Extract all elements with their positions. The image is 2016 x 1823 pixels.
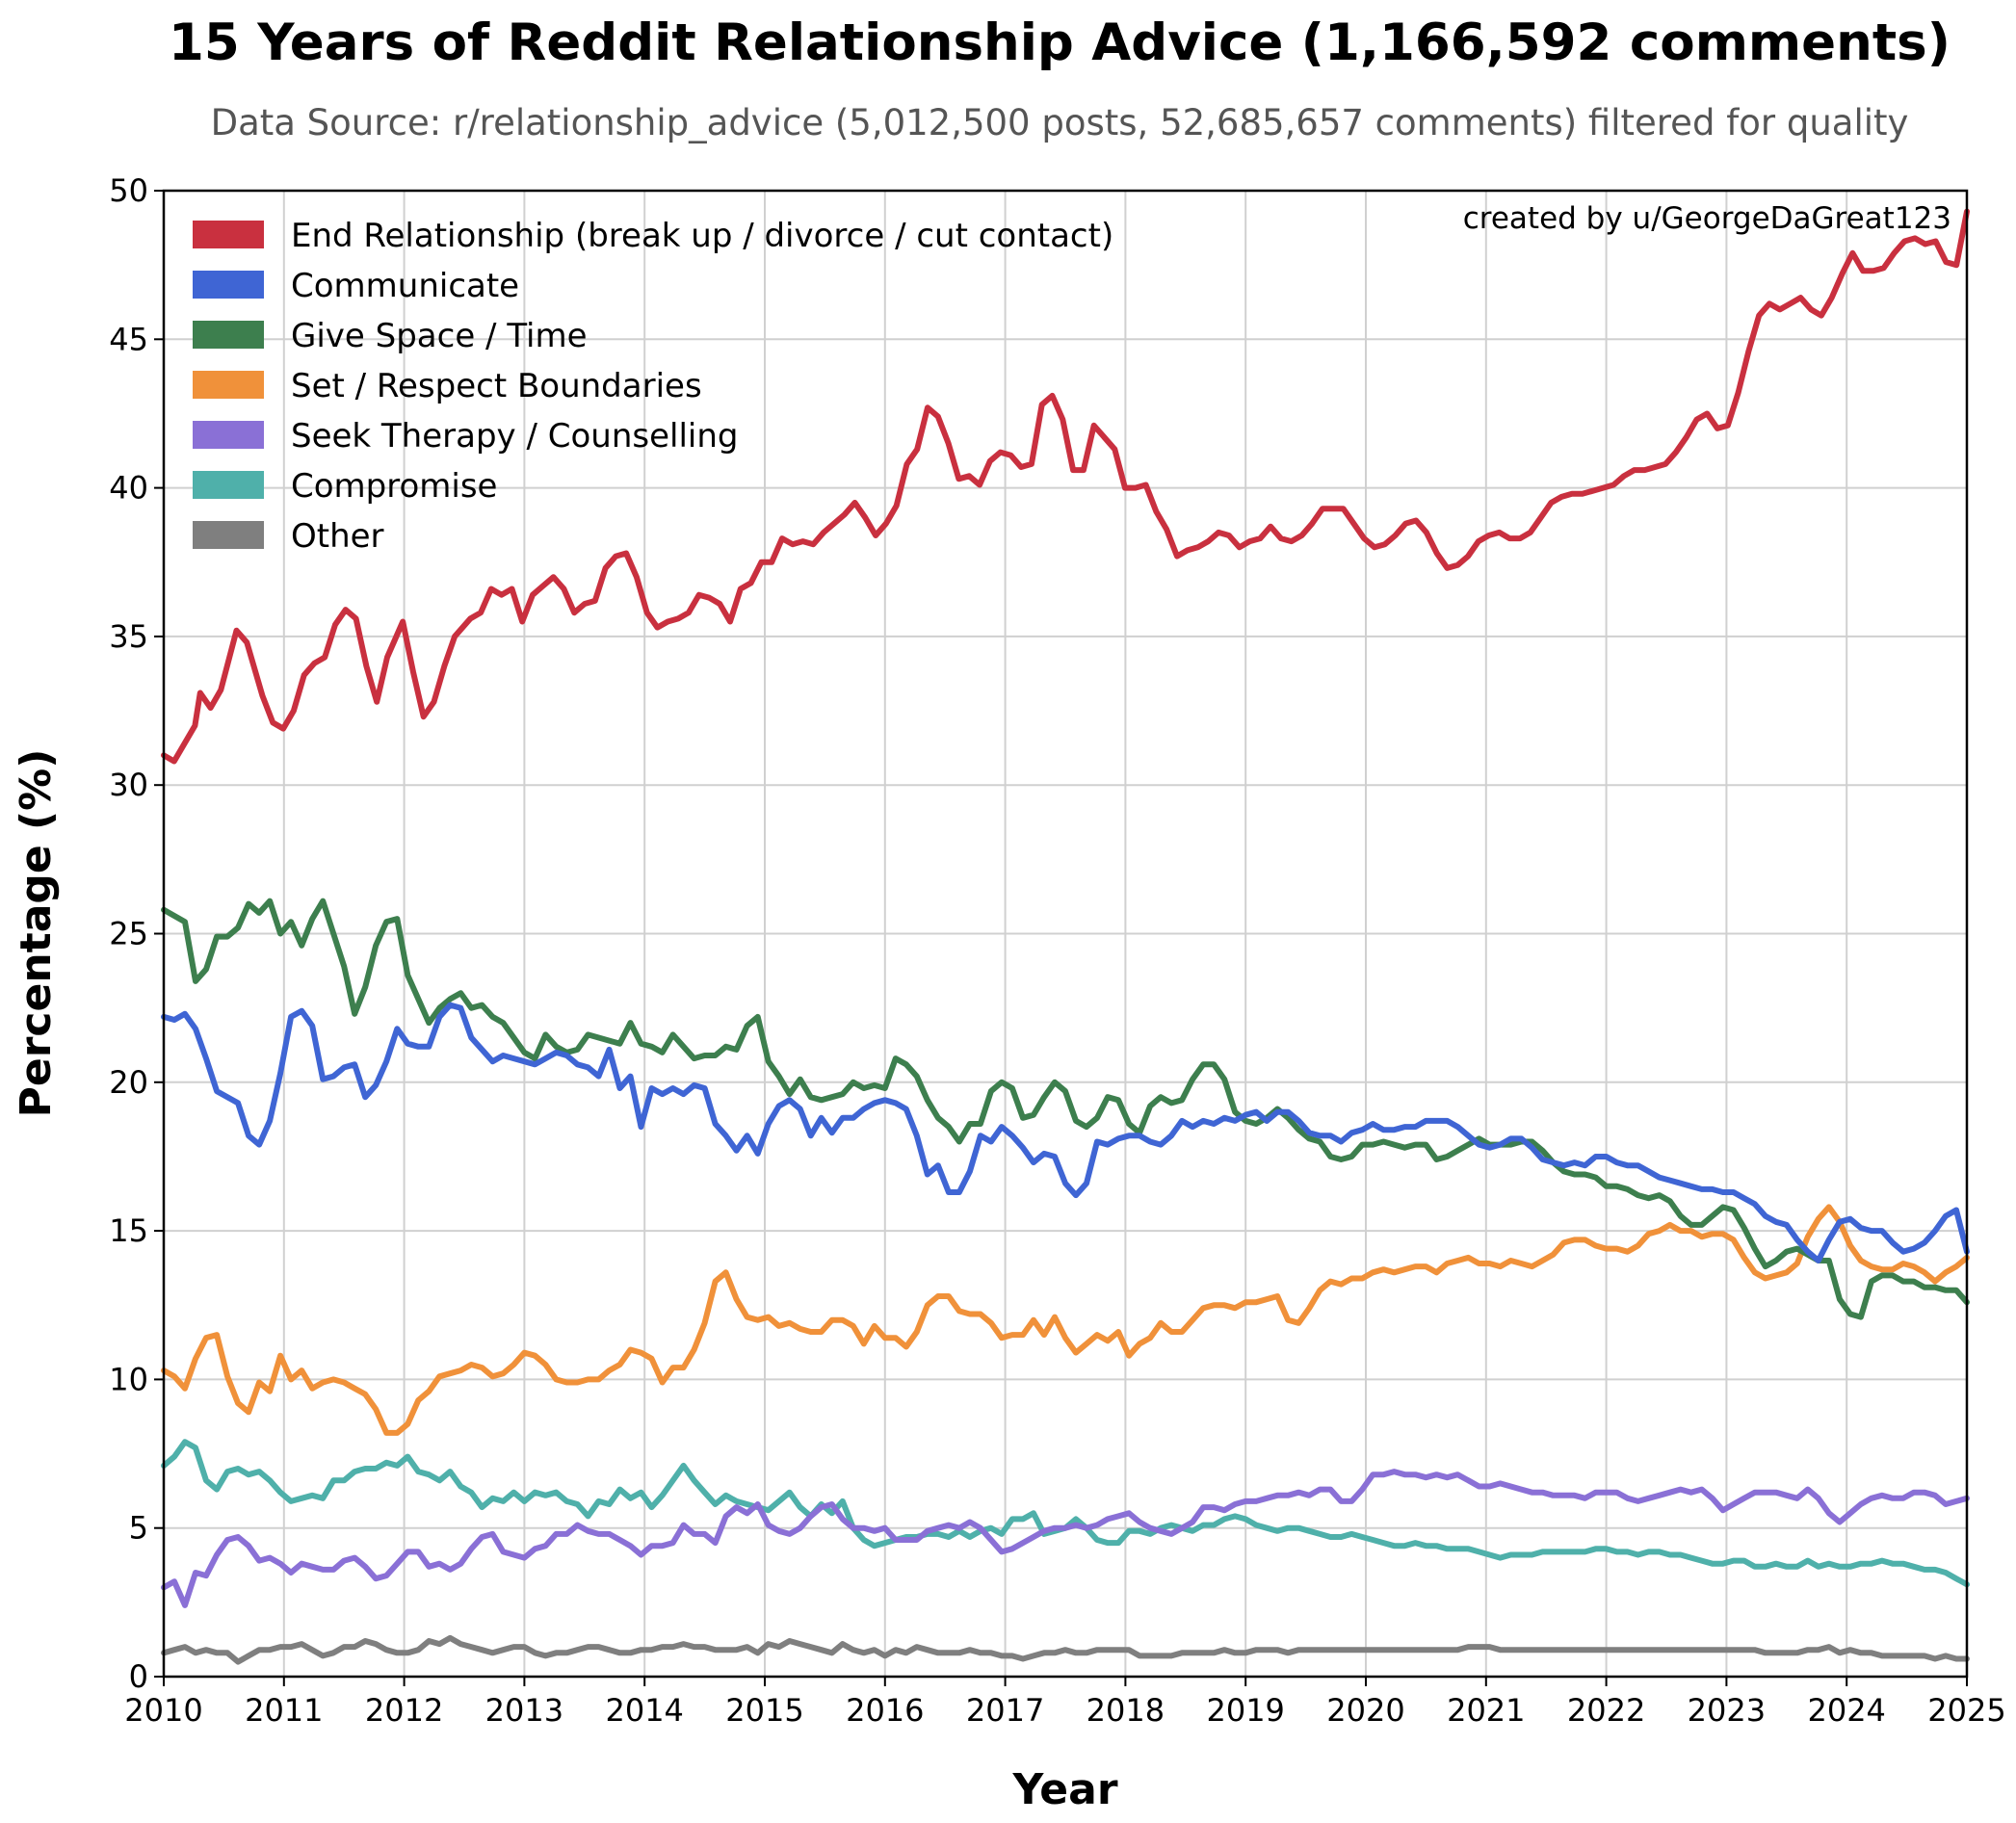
y-axis-title: Percentage (%) [12, 749, 61, 1118]
x-tick-label: 2013 [485, 1692, 563, 1729]
legend-swatch-communicate [193, 271, 264, 299]
y-tick-label: 30 [109, 767, 148, 803]
x-tick-label: 2016 [846, 1692, 924, 1729]
credit-annotation: created by u/GeorgeDaGreat123 [1463, 201, 1951, 236]
y-tick-label: 20 [109, 1064, 148, 1101]
legend-swatch-end-relationship [193, 221, 264, 248]
series-lines [161, 208, 1970, 1665]
legend: End Relationship (break up / divorce / c… [193, 217, 1113, 556]
x-tick-label: 2017 [966, 1692, 1044, 1729]
legend-label-seek-therapy: Seek Therapy / Counselling [291, 417, 738, 456]
y-tick-label: 35 [109, 618, 148, 655]
x-tick-label: 2023 [1688, 1692, 1766, 1729]
x-tick-label: 2021 [1447, 1692, 1525, 1729]
legend-swatch-other [193, 521, 264, 549]
legend-label-compromise: Compromise [291, 467, 497, 506]
x-tick-label: 2024 [1807, 1692, 1885, 1729]
y-tick-label: 40 [109, 470, 148, 507]
series-line-set-respect [161, 1204, 1970, 1436]
x-tick-label: 2010 [124, 1692, 202, 1729]
legend-label-communicate: Communicate [291, 267, 519, 305]
legend-label-end-relationship: End Relationship (break up / divorce / c… [291, 217, 1113, 255]
legend-label-set-respect: Set / Respect Boundaries [291, 367, 702, 405]
legend-swatch-set-respect [193, 371, 264, 399]
x-tick-label: 2019 [1206, 1692, 1284, 1729]
x-tick-label: 2011 [245, 1692, 323, 1729]
y-tick-label: 25 [109, 916, 148, 952]
x-tick-label: 2015 [725, 1692, 803, 1729]
legend-swatch-give-space [193, 321, 264, 349]
legend-label-other: Other [291, 517, 384, 556]
legend-label-give-space: Give Space / Time [291, 317, 588, 355]
series-line-communicate [161, 1002, 1970, 1263]
y-tick-label: 45 [109, 321, 148, 357]
legend-swatch-seek-therapy [193, 421, 264, 449]
x-tick-label: 2022 [1567, 1692, 1645, 1729]
x-axis-title: Year [1011, 1765, 1117, 1814]
series-line-other [161, 1634, 1970, 1665]
series-line-seek-therapy [161, 1469, 1970, 1608]
x-tick-label: 2012 [365, 1692, 443, 1729]
x-tick-label: 2020 [1326, 1692, 1404, 1729]
legend-swatch-compromise [193, 471, 264, 499]
y-tick-label: 0 [129, 1658, 148, 1695]
x-tick-label: 2018 [1087, 1692, 1165, 1729]
chart-subtitle: Data Source: r/relationship_advice (5,01… [211, 102, 1909, 143]
y-tick-label: 10 [109, 1361, 148, 1397]
y-tick-label: 5 [129, 1510, 148, 1547]
x-tick-label: 2025 [1927, 1692, 2005, 1729]
x-tick-label: 2014 [605, 1692, 683, 1729]
y-tick-label: 50 [109, 172, 148, 209]
y-tick-label: 15 [109, 1212, 148, 1249]
series-line-give-space [161, 898, 1970, 1320]
series-line-end-relationship [161, 208, 1970, 765]
chart-title: 15 Years of Reddit Relationship Advice (… [169, 13, 1951, 72]
